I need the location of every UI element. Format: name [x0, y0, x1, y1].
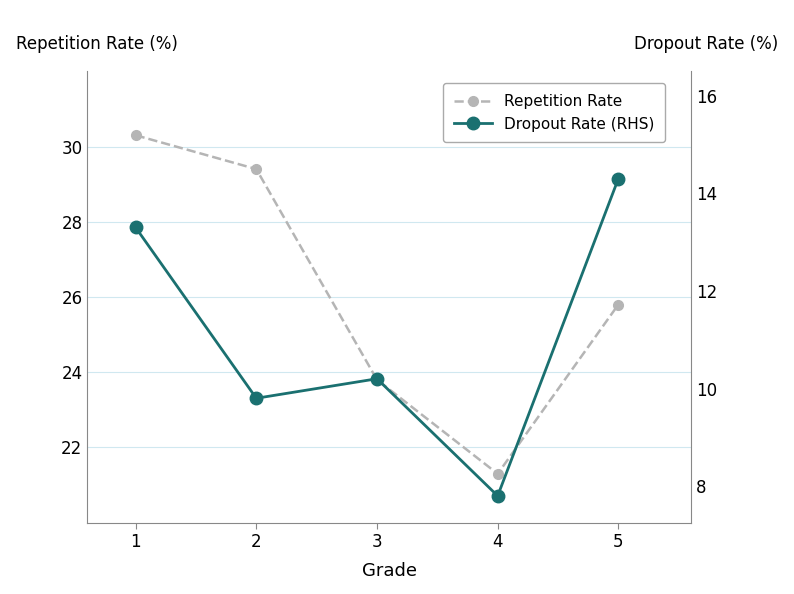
Line: Dropout Rate (RHS): Dropout Rate (RHS) [129, 172, 625, 502]
Text: Repetition Rate (%): Repetition Rate (%) [16, 36, 178, 53]
Repetition Rate [493, 470, 503, 478]
Dropout Rate (RHS) [372, 375, 382, 383]
Repetition Rate [614, 301, 623, 308]
Repetition Rate [252, 166, 261, 173]
Text: Dropout Rate (%): Dropout Rate (%) [634, 36, 778, 53]
Repetition Rate [372, 376, 382, 383]
Repetition Rate [131, 132, 141, 139]
Line: Repetition Rate: Repetition Rate [131, 130, 623, 479]
Dropout Rate (RHS) [614, 175, 623, 182]
Legend: Repetition Rate, Dropout Rate (RHS): Repetition Rate, Dropout Rate (RHS) [443, 83, 665, 143]
Dropout Rate (RHS) [131, 224, 141, 231]
Dropout Rate (RHS) [493, 492, 503, 500]
Dropout Rate (RHS) [252, 394, 261, 402]
X-axis label: Grade: Grade [361, 563, 417, 580]
